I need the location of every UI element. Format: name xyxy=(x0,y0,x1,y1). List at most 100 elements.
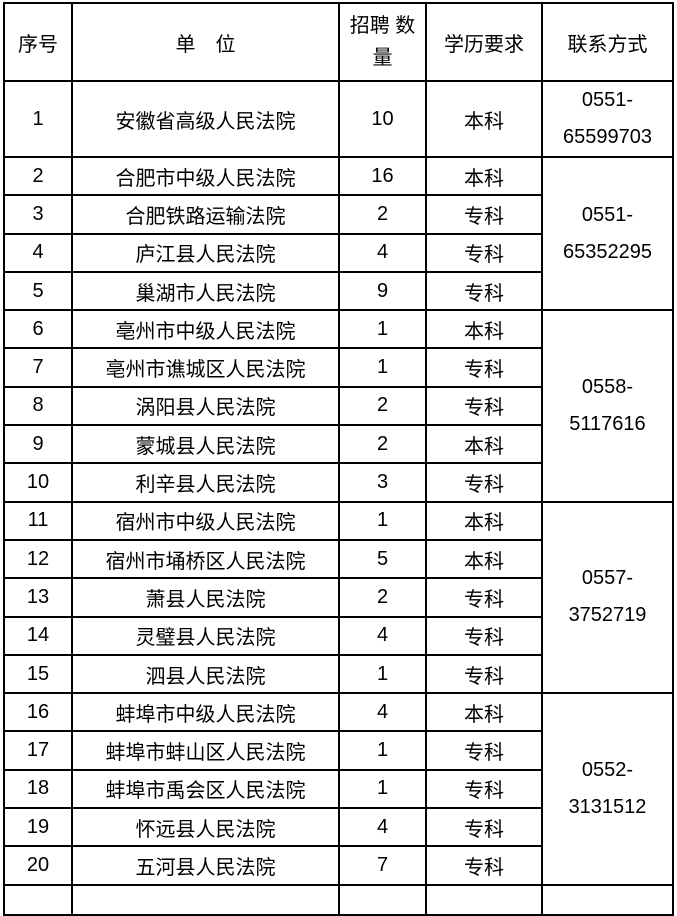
cell-count: 4 xyxy=(338,232,427,273)
cell-no: 8 xyxy=(3,385,73,427)
cell-contact: 0551- 65352295 xyxy=(541,155,674,312)
cell-unit: 安徽省高级人民法院 xyxy=(71,80,340,158)
table-row: 3 合肥铁路运输法院 2 专科 xyxy=(3,194,673,235)
cell-edu: 本科 xyxy=(425,424,543,465)
cell-count: 2 xyxy=(338,577,427,618)
cell-no: 11 xyxy=(3,500,73,541)
cell-no: 19 xyxy=(3,807,73,848)
table-row: 12 宿州市埇桥区人民法院 5 本科 xyxy=(3,538,673,580)
table-row: 13 萧县人民法院 2 专科 xyxy=(3,577,673,618)
cell-count: 16 xyxy=(338,155,427,197)
cell-unit: 蚌埠市蚌山区人民法院 xyxy=(71,730,340,771)
table-body: 1 安徽省高级人民法院 10 本科 0551- 65599703 2 合肥市中级人民法院 16… xyxy=(3,80,674,916)
cell-no: 20 xyxy=(3,845,73,886)
cell-unit: 庐江县人民法院 xyxy=(71,232,340,273)
cell-count: 2 xyxy=(338,385,427,427)
cell-edu: 专科 xyxy=(425,347,543,388)
cell-contact: 0558- 5117616 xyxy=(541,309,674,503)
cell-count: 1 xyxy=(338,500,427,541)
cell-unit: 蒙城县人民法院 xyxy=(71,424,340,465)
cell-edu: 专科 xyxy=(425,232,543,273)
cell-count: 3 xyxy=(338,462,427,503)
header-row: 序号 单 位 招聘 数 量 学历要求 联系方式 xyxy=(3,2,674,82)
cell-no: 16 xyxy=(3,692,73,733)
cell-count: 1 xyxy=(338,653,427,695)
cell-no: 18 xyxy=(3,768,73,810)
cell-count: 5 xyxy=(338,538,427,580)
table-row: 19 怀远县人民法院 4 专科 xyxy=(3,807,673,848)
cell-no: 15 xyxy=(3,653,73,695)
cell-count: 1 xyxy=(338,730,427,771)
cell-empty xyxy=(541,883,674,916)
cell-unit: 怀远县人民法院 xyxy=(71,807,340,848)
cell-edu: 专科 xyxy=(425,768,543,810)
cell-count: 4 xyxy=(338,615,427,656)
cell-edu: 本科 xyxy=(425,155,543,197)
cell-unit: 巢湖市人民法院 xyxy=(71,270,340,312)
partial-row xyxy=(3,883,674,916)
table-row: 10 利辛县人民法院 3 专科 xyxy=(3,462,673,503)
cell-unit: 宿州市中级人民法院 xyxy=(71,500,340,541)
cell-no: 17 xyxy=(3,730,73,771)
cell-no: 12 xyxy=(3,538,73,580)
table-row: 4 庐江县人民法院 4 专科 xyxy=(3,232,673,273)
cell-empty xyxy=(425,883,543,916)
cell-edu: 本科 xyxy=(425,692,543,733)
cell-unit: 亳州市中级人民法院 xyxy=(71,309,340,350)
header-count: 招聘 数 量 xyxy=(338,2,427,82)
table-row: 6 亳州市中级人民法院 1 本科 0558- 5117616 xyxy=(3,309,674,503)
cell-unit: 萧县人民法院 xyxy=(71,577,340,618)
table-row: 5 巢湖市人民法院 9 专科 xyxy=(3,270,673,312)
cell-edu: 本科 xyxy=(425,500,543,541)
cell-unit: 合肥铁路运输法院 xyxy=(71,194,340,235)
table-row: 11 宿州市中级人民法院 1 本科 0557- 3752719 xyxy=(3,500,674,695)
table-row: 15 泗县人民法院 1 专科 xyxy=(3,653,673,695)
cell-edu: 专科 xyxy=(425,462,543,503)
cell-no: 10 xyxy=(3,462,73,503)
cell-no: 4 xyxy=(3,232,73,273)
header-no: 序号 xyxy=(3,2,73,82)
cell-edu: 专科 xyxy=(425,194,543,235)
cell-unit: 五河县人民法院 xyxy=(71,845,340,886)
table-row: 18 蚌埠市禹会区人民法院 1 专科 xyxy=(3,768,673,810)
cell-edu: 专科 xyxy=(425,270,543,312)
cell-no: 14 xyxy=(3,615,73,656)
cell-unit: 灵璧县人民法院 xyxy=(71,615,340,656)
cell-contact: 0557- 3752719 xyxy=(541,500,674,695)
cell-edu: 专科 xyxy=(425,615,543,656)
table-row: 17 蚌埠市蚌山区人民法院 1 专科 xyxy=(3,730,673,771)
cell-edu: 专科 xyxy=(425,807,543,848)
cell-unit: 利辛县人民法院 xyxy=(71,462,340,503)
cell-empty xyxy=(3,883,73,916)
cell-edu: 专科 xyxy=(425,845,543,886)
cell-empty xyxy=(338,883,427,916)
cell-edu: 专科 xyxy=(425,730,543,771)
cell-no: 9 xyxy=(3,424,73,465)
cell-contact: 0552- 3131512 xyxy=(541,692,674,886)
cell-unit: 宿州市埇桥区人民法院 xyxy=(71,538,340,580)
cell-count: 4 xyxy=(338,692,427,733)
recruitment-table: 序号 单 位 招聘 数 量 学历要求 联系方式 1 安徽省高级人民法院 10 本科 05… xyxy=(3,2,674,916)
cell-count: 4 xyxy=(338,807,427,848)
cell-count: 1 xyxy=(338,347,427,388)
cell-count: 2 xyxy=(338,424,427,465)
cell-unit: 亳州市谯城区人民法院 xyxy=(71,347,340,388)
cell-edu: 专科 xyxy=(425,577,543,618)
cell-no: 13 xyxy=(3,577,73,618)
table-row: 9 蒙城县人民法院 2 本科 xyxy=(3,424,673,465)
cell-no: 3 xyxy=(3,194,73,235)
cell-no: 1 xyxy=(3,80,73,158)
table-row: 14 灵璧县人民法院 4 专科 xyxy=(3,615,673,656)
cell-count: 1 xyxy=(338,309,427,350)
header-unit: 单 位 xyxy=(71,2,340,82)
cell-empty xyxy=(71,883,340,916)
cell-count: 1 xyxy=(338,768,427,810)
cell-edu: 本科 xyxy=(425,538,543,580)
cell-no: 2 xyxy=(3,155,73,197)
cell-edu: 本科 xyxy=(425,309,543,350)
cell-contact: 0551- 65599703 xyxy=(541,80,674,158)
cell-edu: 本科 xyxy=(425,80,543,158)
cell-no: 6 xyxy=(3,309,73,350)
header-contact: 联系方式 xyxy=(541,2,674,82)
header-edu: 学历要求 xyxy=(425,2,543,82)
